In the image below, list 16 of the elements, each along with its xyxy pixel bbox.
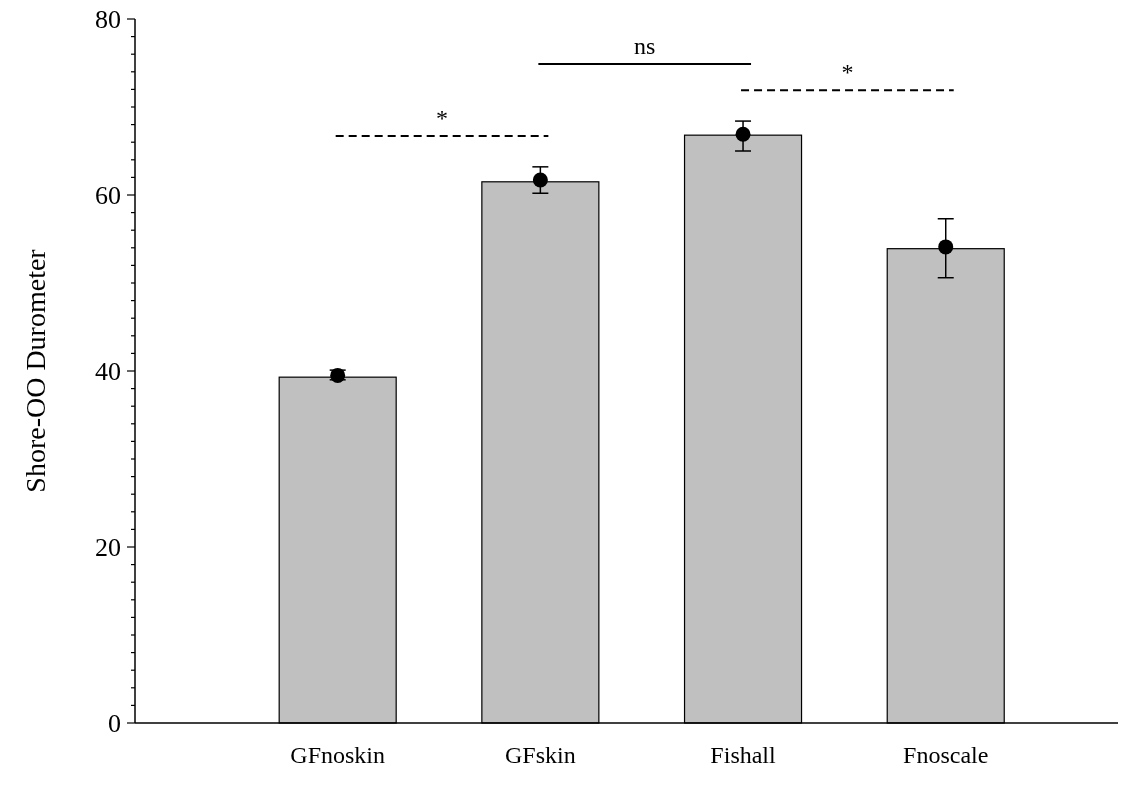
y-tick-label: 40 bbox=[95, 357, 121, 387]
y-axis-title: Shore-OO Durometer bbox=[20, 248, 51, 493]
x-tick-label: Fnoscale bbox=[903, 742, 989, 768]
point bbox=[735, 126, 751, 142]
y-tick-label: 60 bbox=[95, 181, 121, 211]
point bbox=[938, 239, 954, 255]
x-tick-label: Fishall bbox=[710, 742, 777, 768]
y-tick-label: 20 bbox=[95, 533, 121, 563]
annotation: * bbox=[841, 59, 854, 86]
annotation: * bbox=[436, 105, 449, 132]
point bbox=[532, 172, 548, 188]
y-tick-label: 0 bbox=[108, 709, 121, 739]
x-tick-label: GFnoskin bbox=[290, 742, 386, 768]
annotation: ns bbox=[634, 32, 656, 59]
y-tick-label: 80 bbox=[95, 5, 121, 35]
x-tick-label: GFskin bbox=[505, 742, 576, 768]
